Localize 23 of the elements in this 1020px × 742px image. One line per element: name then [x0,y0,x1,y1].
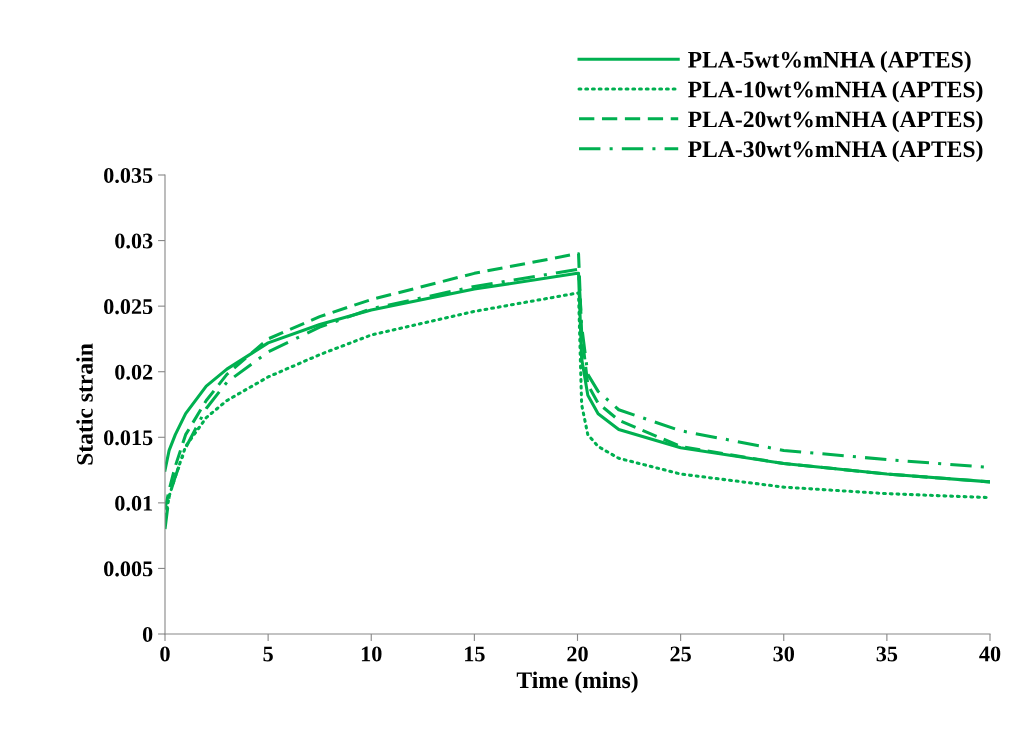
x-tick-label: 0 [160,646,170,662]
x-axis-title: Time (mins) [516,671,638,693]
x-tick-label: 35 [876,646,898,662]
y-tick-label: 0.02 [115,364,153,380]
x-tick-label: 10 [361,646,382,662]
x-tick-label: 25 [670,646,691,662]
y-tick-label: 0.035 [104,167,153,184]
y-tick-label: 0.025 [104,299,153,315]
y-axis-title: Static strain [76,343,93,465]
x-tick-label: 20 [567,646,588,662]
y-tick-label: 0 [142,626,153,642]
y-tick-label: 0.01 [115,495,153,511]
x-tick-label: 40 [979,646,1001,662]
legend-label: PLA-10wt%mNHA (APTES) [688,80,983,103]
legend-label: PLA-20wt%mNHA (APTES) [688,110,983,133]
y-tick-label: 0.015 [104,430,153,446]
x-tick-label: 30 [773,646,795,662]
x-tick-label: 5 [263,646,273,662]
legend-label: PLA-5wt%mNHA (APTES) [688,51,971,73]
x-tick-label: 15 [465,646,485,662]
y-tick-label: 0.005 [104,561,153,577]
y-tick-label: 0.03 [115,233,153,249]
legend-label: PLA-30wt%mNHA (APTES) [688,140,983,162]
